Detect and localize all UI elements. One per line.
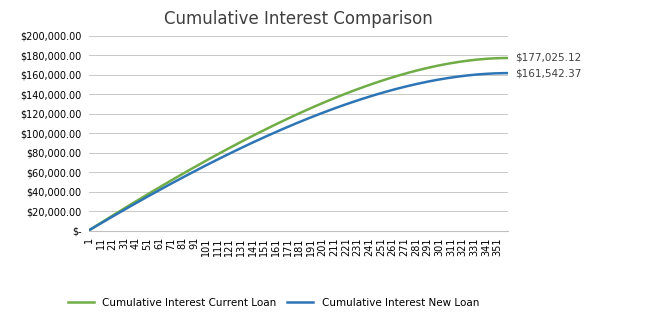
Cumulative Interest Current Loan <box>231 143 239 147</box>
Cumulative Interest New Loan <box>481 72 489 76</box>
Legend: Cumulative Interest Current Loan, Cumulative Interest New Loan: Cumulative Interest Current Loan, Cumula… <box>64 294 483 312</box>
Line: Cumulative Interest Current Loan: Cumulative Interest Current Loan <box>89 58 508 230</box>
Cumulative Interest Current Loan <box>504 56 512 60</box>
Line: Cumulative Interest New Loan: Cumulative Interest New Loan <box>89 73 508 230</box>
Cumulative Interest Current Loan <box>85 228 93 232</box>
Cumulative Interest New Loan <box>224 152 232 156</box>
Text: $161,542.37: $161,542.37 <box>515 68 581 78</box>
Cumulative Interest New Loan <box>85 228 93 232</box>
Text: $177,025.12: $177,025.12 <box>515 53 581 63</box>
Cumulative Interest Current Loan <box>224 147 232 151</box>
Cumulative Interest Current Loan <box>269 124 277 128</box>
Cumulative Interest New Loan <box>269 132 277 136</box>
Cumulative Interest New Loan <box>210 159 218 163</box>
Cumulative Interest Current Loan <box>210 154 218 158</box>
Cumulative Interest Current Loan <box>137 197 145 201</box>
Cumulative Interest New Loan <box>504 71 512 75</box>
Cumulative Interest Current Loan <box>481 57 489 61</box>
Title: Cumulative Interest Comparison: Cumulative Interest Comparison <box>164 10 433 28</box>
Cumulative Interest New Loan <box>137 199 145 203</box>
Cumulative Interest New Loan <box>231 149 239 153</box>
